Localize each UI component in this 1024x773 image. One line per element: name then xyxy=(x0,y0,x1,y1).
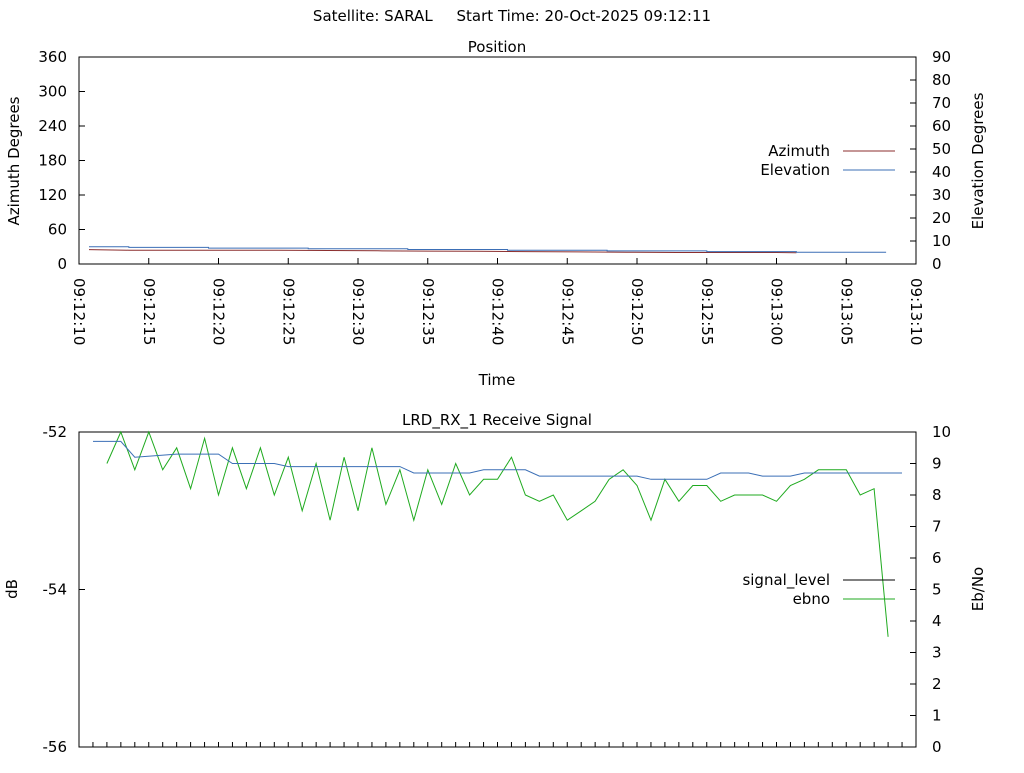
position-y2-tick-label: 20 xyxy=(932,209,951,227)
position-chart: Position Time Azimuth Degrees Elevation … xyxy=(5,38,987,389)
signal-y2-tick-label: 8 xyxy=(932,486,942,504)
signal-series-line-series-2 xyxy=(93,440,902,480)
position-y-tick-label: 120 xyxy=(38,186,67,204)
position-y-tick-label: 0 xyxy=(57,255,67,273)
position-xlabel: Time xyxy=(478,371,516,389)
signal-series-line-ebno xyxy=(106,430,889,637)
position-y-tick-label: 360 xyxy=(38,48,67,66)
signal-y-tick-label: -52 xyxy=(43,423,68,441)
position-x-tick-label: 09:13:05 xyxy=(837,278,855,345)
position-x-tick-label: 09:12:10 xyxy=(70,278,88,345)
position-legend-label: Azimuth xyxy=(768,142,830,160)
signal-y-tick-label: -56 xyxy=(43,738,68,756)
position-series-line-elevation xyxy=(89,246,887,253)
position-x-tick-label: 09:12:55 xyxy=(698,278,716,345)
signal-y2-tick-label: 1 xyxy=(932,707,942,725)
signal-y-tick-label: -54 xyxy=(43,581,68,599)
position-x-tick-label: 09:12:25 xyxy=(279,278,297,345)
position-y2-tick-label: 70 xyxy=(932,94,951,112)
signal-chart: LRD_RX_1 Receive Signal dB Eb/No -56-54-… xyxy=(3,411,987,756)
signal-y2-tick-label: 0 xyxy=(932,738,942,756)
signal-y2-tick-label: 6 xyxy=(932,549,942,567)
position-x-tick-label: 09:12:40 xyxy=(489,278,507,345)
signal-legend-label: signal_level xyxy=(742,571,830,590)
position-series xyxy=(88,246,887,254)
position-x-tick-label: 09:12:20 xyxy=(210,278,228,345)
signal-y2-tick-label: 9 xyxy=(932,455,942,473)
position-x-tick-label: 09:13:00 xyxy=(768,278,786,345)
position-y-tick-label: 60 xyxy=(48,221,67,239)
signal-y2-tick-label: 4 xyxy=(932,612,942,630)
position-y2-tick-label: 60 xyxy=(932,117,951,135)
position-y-tick-label: 300 xyxy=(38,83,67,101)
position-x-tick-label: 09:13:10 xyxy=(907,278,925,345)
signal-y2-tick-label: 10 xyxy=(932,423,951,441)
signal-y2-axis: 0 1 2 3 4 5 6 7 8 9 10 xyxy=(910,423,951,756)
position-y2-tick-label: 80 xyxy=(932,71,951,89)
position-y2-axis: 0 10 20 30 40 50 60 70 80 90 xyxy=(910,48,951,273)
position-y-tick-label: 240 xyxy=(38,117,67,135)
position-legend-label: Elevation xyxy=(760,161,830,179)
position-title: Position xyxy=(468,38,526,56)
signal-title: LRD_RX_1 Receive Signal xyxy=(402,411,592,430)
position-x-tick-label: 09:12:15 xyxy=(140,278,158,345)
signal-series xyxy=(93,430,902,637)
signal-legend-label: ebno xyxy=(793,590,830,608)
signal-y2-tick-label: 7 xyxy=(932,518,942,536)
satellite-label: Satellite: SARAL xyxy=(312,7,433,25)
position-x-tick-label: 09:12:45 xyxy=(558,278,576,345)
position-y2-tick-label: 40 xyxy=(932,163,951,181)
position-y2-tick-label: 30 xyxy=(932,186,951,204)
signal-y-axis: -56 -54 -52 xyxy=(43,423,85,756)
position-y2-tick-label: 0 xyxy=(932,255,942,273)
position-y2label: Elevation Degrees xyxy=(969,92,987,229)
page-title: Satellite: SARAL Start Time: 20-Oct-2025… xyxy=(0,7,1024,25)
signal-ylabel: dB xyxy=(3,579,21,599)
position-x-tick-label: 09:12:50 xyxy=(628,278,646,345)
signal-y2-tick-label: 5 xyxy=(932,581,942,599)
signal-y2-tick-label: 3 xyxy=(932,644,942,662)
position-y2-tick-label: 10 xyxy=(932,232,951,250)
signal-y2label: Eb/No xyxy=(969,567,987,611)
position-ylabel: Azimuth Degrees xyxy=(5,96,23,225)
signal-y2-tick-label: 2 xyxy=(932,675,942,693)
position-y-tick-label: 180 xyxy=(38,152,67,170)
position-series-line-azimuth xyxy=(88,249,797,254)
position-y2-tick-label: 90 xyxy=(932,48,951,66)
position-y2-tick-label: 50 xyxy=(932,140,951,158)
position-x-axis: 09:12:10 09:12:15 09:12:20 09:12:25 09:12:30… xyxy=(70,258,925,345)
position-x-tick-label: 09:12:35 xyxy=(419,278,437,345)
position-y-axis: 0 60 120 180 240 300 360 xyxy=(38,48,85,273)
start-time-label: Start Time: 20-Oct-2025 09:12:11 xyxy=(456,7,712,25)
position-x-tick-label: 09:12:30 xyxy=(349,278,367,345)
signal-x-axis xyxy=(78,742,917,747)
